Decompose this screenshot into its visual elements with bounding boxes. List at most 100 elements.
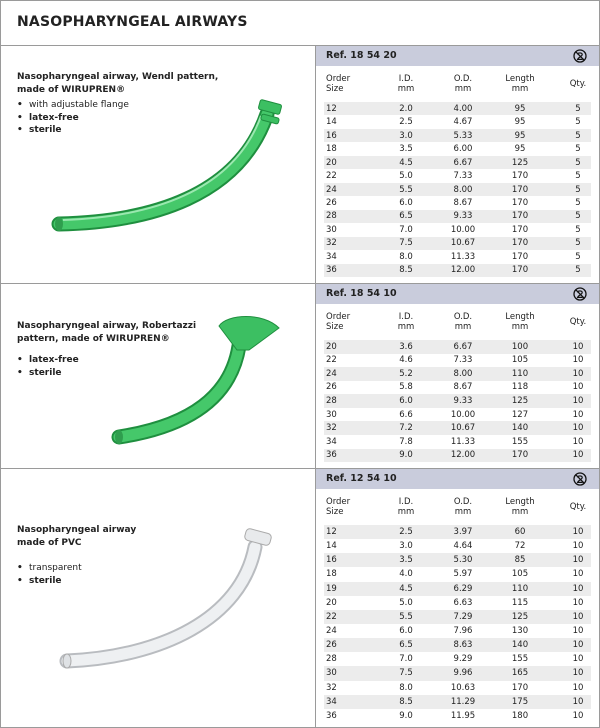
table-cell: 28 xyxy=(326,396,337,407)
column-header-line: Qty. xyxy=(569,502,587,512)
table-cell: 105 xyxy=(511,355,529,366)
table-cell: 175 xyxy=(511,696,529,707)
table-cell: 8.00 xyxy=(453,184,473,195)
table-cell: 10 xyxy=(572,710,584,721)
column-header: Order Size xyxy=(326,74,378,94)
table-cell: 10 xyxy=(572,569,584,580)
table-cell: 170 xyxy=(511,171,529,182)
table-cell: 10 xyxy=(572,541,584,552)
table-cell: 11.29 xyxy=(450,696,476,707)
column-header: I.D. mm xyxy=(378,312,434,332)
table-cell: 28 xyxy=(326,654,337,665)
single-use-icon xyxy=(573,472,587,486)
table-cell: 6.63 xyxy=(453,597,473,608)
table-row: 30 7.5 9.96 165 10 xyxy=(324,666,591,681)
table-header: Order Size I.D. mm O.D. mm Length mm Qty. xyxy=(316,304,599,340)
table-row: 34 8.5 11.29 175 10 xyxy=(324,694,591,709)
table-row: 26 6.0 8.67 170 5 xyxy=(324,196,591,209)
table-cell: 8.0 xyxy=(399,682,413,693)
table-cell: 8.0 xyxy=(399,251,413,262)
table-cell: 127 xyxy=(511,409,529,420)
table-cell: 34 xyxy=(326,696,337,707)
table-cell: 105 xyxy=(511,569,529,580)
table-row: 36 8.5 12.00 170 5 xyxy=(324,263,591,278)
table-cell: 6.0 xyxy=(399,626,413,637)
table-cell: 10.00 xyxy=(450,224,476,235)
table-cell: 12.00 xyxy=(450,265,476,276)
table-cell: 10 xyxy=(572,668,584,679)
table-cell: 125 xyxy=(511,396,529,407)
table-cell: 10 xyxy=(572,355,584,366)
table-cell: 9.0 xyxy=(399,450,413,461)
table-cell: 3.6 xyxy=(399,341,413,352)
column-header-line: Order xyxy=(326,74,351,84)
table-cell: 8.67 xyxy=(453,198,473,209)
table-cell: 7.33 xyxy=(453,355,473,366)
table-row: 32 8.0 10.63 170 10 xyxy=(324,681,591,695)
table-cell: 165 xyxy=(511,668,529,679)
table-cell: 170 xyxy=(511,251,529,262)
table-cell: 5 xyxy=(575,157,581,168)
product-section: Nasopharyngeal airway, Robertazzi pattern… xyxy=(1,284,599,469)
table-cell: 5 xyxy=(575,265,581,276)
table-cell: 5 xyxy=(575,117,581,128)
table-row: 22 4.6 7.33 105 10 xyxy=(324,354,591,368)
table-cell: 28 xyxy=(326,211,337,222)
table-cell: 10 xyxy=(572,555,584,566)
table-cell: 5 xyxy=(575,130,581,141)
table-cell: 170 xyxy=(511,450,529,461)
table-cell: 10 xyxy=(572,696,584,707)
table-cell: 4.00 xyxy=(453,103,473,114)
table-cell: 115 xyxy=(511,597,529,608)
table-cell: 118 xyxy=(511,382,529,393)
table-cell: 155 xyxy=(511,436,529,447)
table-cell: 3.0 xyxy=(399,541,413,552)
column-header: Order Size xyxy=(326,497,378,517)
table-row: 20 5.0 6.63 115 10 xyxy=(324,596,591,610)
table-cell: 2.0 xyxy=(399,103,413,114)
table-cell: 5 xyxy=(575,224,581,235)
table-cell: 24 xyxy=(326,626,337,637)
table-cell: 85 xyxy=(514,555,526,566)
column-header: Length mm xyxy=(492,312,548,332)
table-cell: 7.0 xyxy=(399,654,413,665)
table-cell: 36 xyxy=(326,450,337,461)
table-cell: 5.5 xyxy=(399,184,413,195)
table-cell: 9.33 xyxy=(453,211,473,222)
ref-number: Ref. 18 54 10 xyxy=(326,288,397,299)
table-cell: 20 xyxy=(326,597,337,608)
table-cell: 24 xyxy=(326,184,337,195)
table-row: 30 6.6 10.00 127 10 xyxy=(324,408,591,422)
feature: sterile xyxy=(17,367,79,380)
table-row: 18 4.0 5.97 105 10 xyxy=(324,567,591,581)
table-cell: 4.67 xyxy=(453,117,473,128)
page-title: NASOPHARYNGEAL AIRWAYS xyxy=(1,1,599,46)
column-header-line: Qty. xyxy=(569,79,587,89)
table-cell: 5.2 xyxy=(399,368,413,379)
column-header-line: Length xyxy=(505,312,535,322)
table-cell: 6.67 xyxy=(453,157,473,168)
column-header-line: O.D. xyxy=(453,497,473,507)
table-cell: 30 xyxy=(326,224,337,235)
table-cell: 9.96 xyxy=(453,668,473,679)
column-header: Qty. xyxy=(548,502,599,512)
description-line: made of PVC xyxy=(17,538,82,548)
table-row: 36 9.0 12.00 170 10 xyxy=(324,448,591,463)
description-line: made of WIRUPREN® xyxy=(17,85,126,95)
table-cell: 3.0 xyxy=(399,130,413,141)
table-cell: 8.67 xyxy=(453,382,473,393)
table-cell: 20 xyxy=(326,157,337,168)
table-cell: 95 xyxy=(514,130,526,141)
table-cell: 95 xyxy=(514,117,526,128)
table-cell: 32 xyxy=(326,423,337,434)
table-cell: 7.5 xyxy=(399,238,413,249)
table-cell: 7.96 xyxy=(453,626,473,637)
column-header-line: Qty. xyxy=(569,317,587,327)
table-cell: 30 xyxy=(326,409,337,420)
table-cell: 5 xyxy=(575,238,581,249)
table-cell: 12 xyxy=(326,103,337,114)
table-cell: 5 xyxy=(575,103,581,114)
column-header-line: mm xyxy=(454,507,472,517)
table-cell: 2.5 xyxy=(399,527,413,538)
